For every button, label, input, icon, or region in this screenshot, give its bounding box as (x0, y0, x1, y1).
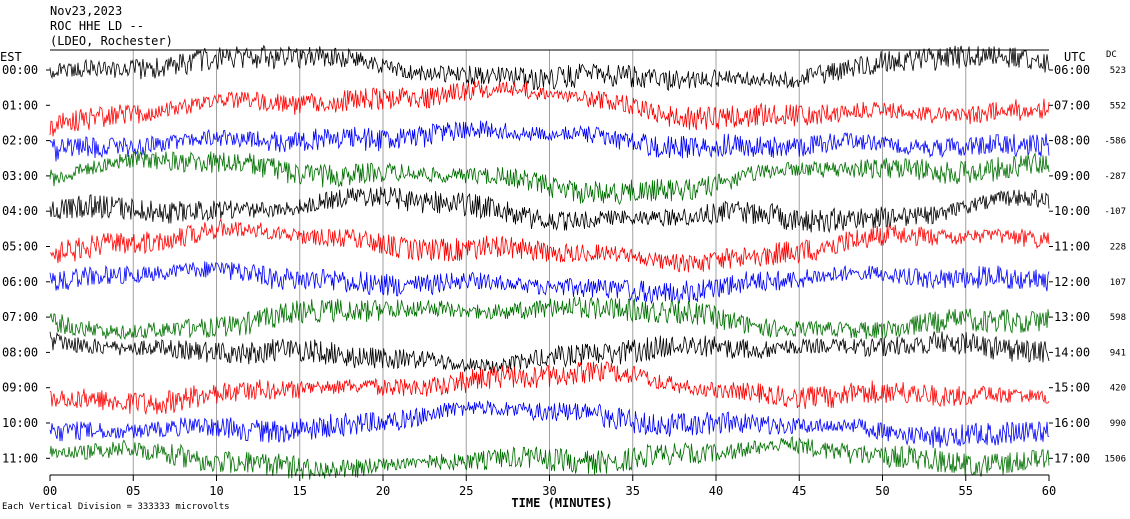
est-hour-label: 03:00 (2, 169, 38, 183)
x-tick-label: 00 (43, 484, 57, 498)
est-hour-label: 08:00 (2, 345, 38, 359)
trace-line (49, 261, 1050, 306)
est-hour-label: 01:00 (2, 98, 38, 112)
trace-line (49, 436, 1050, 480)
utc-hour-label: 14:00 (1054, 345, 1090, 359)
utc-hour-labels: 06:00 07:00 08:00 09:00 10:00 11:00 12:00 13:00… (1049, 63, 1090, 465)
trace-line (49, 186, 1050, 234)
est-hour-label: 07:00 (2, 310, 38, 324)
chart-network: (LDEO, Rochester) (50, 34, 173, 48)
x-tick-label: 40 (709, 484, 723, 498)
dc-offset-label: 228 (1110, 243, 1126, 253)
dc-offset-label: -287 (1104, 172, 1126, 182)
dc-offset-label: -107 (1104, 207, 1126, 217)
utc-hour-label: 12:00 (1054, 275, 1090, 289)
utc-hour-label: 07:00 (1054, 98, 1090, 112)
trace-line (49, 296, 1050, 341)
est-hour-labels: 00:00 01:00 02:00 03:00 04:00 05:00 06:00 07:00… (2, 63, 50, 465)
dc-offset-label: 420 (1110, 384, 1126, 394)
dc-offset-label: 598 (1110, 313, 1126, 323)
x-tick-labels: 00 05 10 15 20 25 30 35 40 45 50 55 60 (43, 475, 1056, 498)
trace-line (49, 120, 1050, 162)
x-tick-label: 35 (626, 484, 640, 498)
est-hour-label: 11:00 (2, 451, 38, 465)
trace-line (49, 150, 1050, 206)
utc-hour-label: 09:00 (1054, 169, 1090, 183)
dc-offset-labels: 523 552 -586 -287 -107 228 107 598 941 420 990 1506 (1104, 66, 1126, 464)
x-tick-label: 50 (875, 484, 889, 498)
trace-line (49, 361, 1050, 416)
dc-offset-label: 941 (1110, 348, 1126, 358)
x-axis-title: TIME (MINUTES) (511, 496, 612, 510)
est-hour-label: 06:00 (2, 275, 38, 289)
dc-column-label: DC (1106, 50, 1117, 60)
trace-line (49, 80, 1050, 137)
utc-axis-label: UTC (1064, 50, 1086, 64)
utc-hour-label: 10:00 (1054, 204, 1090, 218)
x-tick-label: 25 (459, 484, 473, 498)
est-hour-label: 09:00 (2, 381, 38, 395)
seismic-traces (49, 44, 1050, 480)
x-tick-label: 10 (209, 484, 223, 498)
trace-line (49, 218, 1050, 273)
dc-offset-label: 990 (1110, 419, 1126, 429)
dc-offset-label: -586 (1104, 137, 1126, 147)
trace-line (49, 44, 1050, 92)
x-tick-label: 60 (1042, 484, 1056, 498)
utc-hour-label: 13:00 (1054, 310, 1090, 324)
x-tick-label: 20 (376, 484, 390, 498)
utc-hour-label: 15:00 (1054, 381, 1090, 395)
x-tick-label: 05 (126, 484, 140, 498)
utc-hour-label: 16:00 (1054, 416, 1090, 430)
trace-line (49, 330, 1050, 374)
est-hour-label: 04:00 (2, 204, 38, 218)
utc-hour-label: 17:00 (1054, 451, 1090, 465)
utc-hour-label: 06:00 (1054, 63, 1090, 77)
dc-offset-label: 552 (1110, 101, 1126, 111)
x-tick-label: 30 (542, 484, 556, 498)
chart-date: Nov23,2023 (50, 4, 122, 18)
x-tick-label: 55 (959, 484, 973, 498)
est-hour-label: 00:00 (2, 63, 38, 77)
dc-offset-label: 107 (1110, 278, 1126, 288)
utc-hour-label: 11:00 (1054, 240, 1090, 254)
trace-line (49, 399, 1049, 449)
est-axis-label: EST (0, 50, 22, 64)
x-tick-label: 45 (792, 484, 806, 498)
dc-offset-label: 523 (1110, 66, 1126, 76)
x-tick-label: 15 (293, 484, 307, 498)
dc-offset-label: 1506 (1104, 454, 1126, 464)
utc-hour-label: 08:00 (1054, 134, 1090, 148)
est-hour-label: 10:00 (2, 416, 38, 430)
est-hour-label: 05:00 (2, 240, 38, 254)
footer-scale-note: Each Vertical Division = 333333 microvol… (2, 502, 230, 512)
chart-station: ROC HHE LD -- (50, 19, 144, 33)
vertical-gridlines (132, 50, 967, 475)
est-hour-label: 02:00 (2, 134, 38, 148)
